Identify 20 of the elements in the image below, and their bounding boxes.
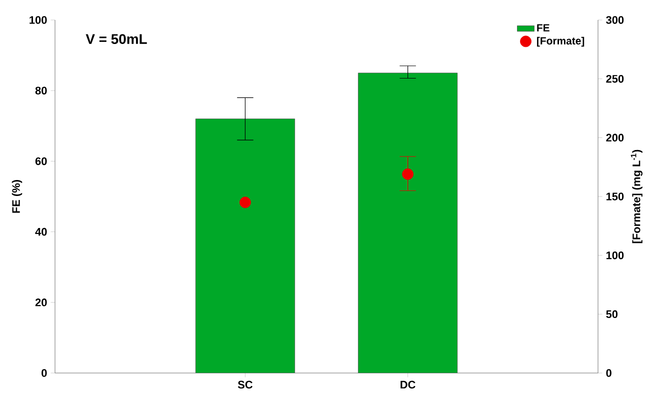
y2-tick-label: 250 xyxy=(606,74,624,83)
y2-tick-label: 150 xyxy=(606,192,624,200)
y-tick-label: 0 xyxy=(42,369,47,377)
y-axis-title: FE (%) xyxy=(12,180,22,213)
legend-label: [Formate] xyxy=(537,36,584,47)
y-tick-label: 100 xyxy=(30,16,47,24)
y2-tick-label: 200 xyxy=(606,134,624,142)
y-tick-label: 80 xyxy=(35,86,47,94)
x-tick-label: DC xyxy=(400,380,416,389)
y-tick-label: 40 xyxy=(35,228,47,236)
annotation: V = 50mL xyxy=(86,34,147,44)
y2-tick-label: 100 xyxy=(606,251,624,260)
y2-axis-title: [Formate] (mg L$^{-1}$) xyxy=(630,150,642,244)
y2-tick-label: 300 xyxy=(606,16,624,24)
y2-tick-label: 0 xyxy=(606,369,612,377)
y2-tick-label: 50 xyxy=(606,310,618,318)
y-tick-label: 60 xyxy=(35,157,47,166)
x-tick-label: SC xyxy=(238,380,253,389)
legend-label: FE xyxy=(537,24,550,32)
y-tick-label: 20 xyxy=(35,298,47,306)
